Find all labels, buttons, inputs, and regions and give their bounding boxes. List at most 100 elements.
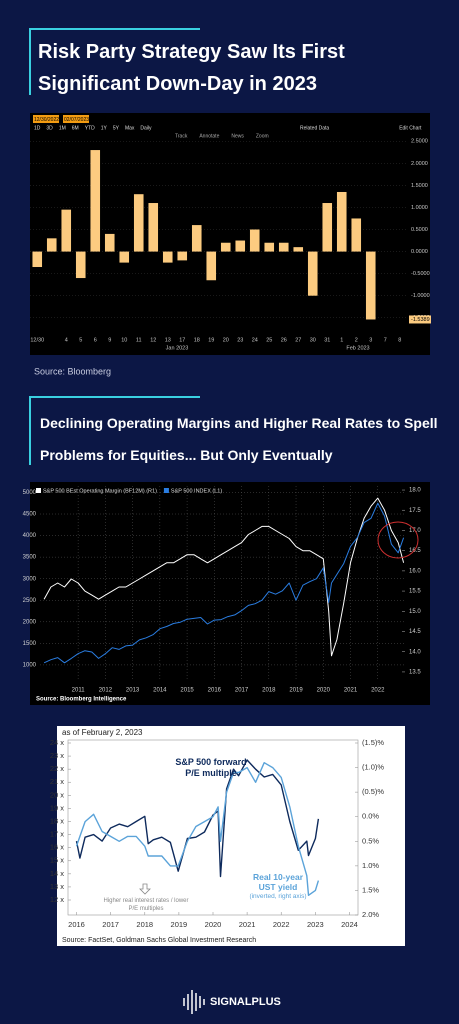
bar: [148, 203, 159, 252]
y2-tick-label: (1.0)%: [362, 763, 384, 772]
y-tick-label: 19 x: [50, 803, 64, 812]
y2-tick-label: 16.0: [409, 568, 421, 574]
bar: [249, 229, 260, 252]
tool-button: Annotate: [199, 133, 219, 139]
y2-tick-label: 17.5: [409, 508, 421, 514]
legend-label: S&P 500 INDEX (L1): [171, 488, 222, 494]
y-tick-label: 22 x: [50, 764, 64, 773]
y-tick-label: 1.5000: [411, 183, 428, 189]
tool-button: Track: [175, 133, 188, 139]
y2-tick-label: 15.5: [409, 589, 421, 595]
x-tick-label: 10: [121, 337, 127, 343]
x-tick-label: 5: [79, 337, 82, 343]
bar: [220, 242, 231, 252]
section-title: Declining Operating Margins and Higher R…: [40, 415, 438, 463]
y-tick-label: -0.5000: [411, 271, 430, 277]
x-tick-label: 30: [310, 337, 316, 343]
x-tick-label: 13: [165, 337, 171, 343]
y2-tick-label: 1.5%: [362, 885, 379, 894]
x-tick-label: 2017: [102, 920, 119, 929]
y-tick-label: 5000: [23, 490, 37, 496]
line-series: [43, 502, 405, 664]
annotation: Higher real interest rates / lower P/E m…: [103, 898, 189, 912]
x-tick-label: 2019: [289, 688, 303, 694]
x-tick-label: 2023: [307, 920, 324, 929]
period-button: 1M: [59, 125, 66, 131]
x-tick-label: 23: [237, 337, 243, 343]
x-tick-label: 11: [136, 337, 142, 343]
bar: [278, 242, 289, 252]
y2-tick-label: 2.0%: [362, 910, 379, 919]
date-box: [63, 115, 89, 123]
bar: [90, 150, 101, 252]
y2-tick-label: 1.0%: [362, 861, 379, 870]
source: Source: FactSet, Goldman Sachs Global In…: [62, 937, 256, 944]
x-tick-label: 6: [94, 337, 97, 343]
x-tick-label: 20: [223, 337, 229, 343]
y-tick-label: 17 x: [50, 830, 64, 839]
y-tick-label: 4000: [23, 533, 37, 539]
bar: [336, 191, 347, 252]
y-tick-label: 2.5000: [411, 139, 428, 145]
bar: [264, 242, 275, 252]
period-button: 3D: [46, 125, 53, 131]
y2-tick-label: 14.0: [409, 649, 421, 655]
x-tick-label: 8: [398, 337, 401, 343]
y-tick-label: 14 x: [50, 869, 64, 878]
date-box: [33, 115, 59, 123]
y-tick-label: 1.0000: [411, 205, 428, 211]
source: Source: Bloomberg: [34, 366, 111, 376]
x-tick-label: 2018: [136, 920, 153, 929]
y2-tick-label: 0.5%: [362, 836, 379, 845]
bar: [191, 225, 202, 252]
y2-tick-label: 13.5: [409, 669, 421, 675]
series-label: S&P 500 forward P/E multiple: [175, 757, 247, 778]
y-tick-label: 3500: [23, 555, 37, 561]
bar: [322, 203, 333, 252]
y-tick-label: 0.0000: [411, 249, 428, 255]
x-tick-label: 26: [281, 337, 287, 343]
x-tick-label: 2016: [68, 920, 85, 929]
x-tick-label: 2012: [99, 688, 113, 694]
x-tick-label: 7: [384, 337, 387, 343]
source: Source: Bloomberg Intelligence: [36, 697, 127, 703]
y2-tick-label: (1.5)%: [362, 738, 384, 747]
period-button: YTD: [85, 125, 95, 131]
y2-tick-label: (0.5)%: [362, 787, 384, 796]
title-bracket: [29, 28, 200, 95]
period-button: 1D: [34, 125, 41, 131]
period-button: Max: [125, 125, 135, 131]
highlight-circle: [377, 521, 419, 559]
x-tick-label: 2011: [72, 688, 86, 694]
y-tick-label: 24 x: [50, 738, 64, 747]
x-tick-label: 2021: [344, 688, 358, 694]
y-tick-label: 1500: [23, 641, 37, 647]
y2-tick-label: 18.0: [409, 488, 421, 494]
bar: [206, 251, 217, 281]
y-tick-label: 23 x: [50, 751, 64, 760]
x-tick-label: 2020: [205, 920, 222, 929]
bar: [133, 194, 144, 252]
period-button: 5Y: [113, 125, 120, 131]
bar: [75, 251, 86, 279]
x-tick-label: 2016: [208, 688, 222, 694]
x-tick-label: 2014: [153, 688, 167, 694]
period-button: Daily: [140, 125, 152, 131]
y-tick-label: 12 x: [50, 895, 64, 904]
y-tick-label: 4500: [23, 512, 37, 518]
y-tick-label: -1.0000: [411, 293, 430, 299]
logo-icon: [183, 990, 205, 1014]
y-tick-label: 16 x: [50, 843, 64, 852]
bar: [351, 218, 362, 252]
date-field: 02/07/2023: [64, 117, 89, 123]
date-field: 12/30/2022: [34, 117, 59, 123]
bar: [32, 251, 43, 268]
y2-tick-label: 15.0: [409, 609, 421, 615]
x-tick-label: 31: [324, 337, 330, 343]
period-label: Feb 2023: [346, 345, 369, 351]
menu-item: Related Data: [300, 125, 329, 131]
last-value-label: -1.5389: [411, 317, 430, 323]
x-tick-label: 2021: [239, 920, 256, 929]
legend-swatch: [36, 488, 41, 493]
